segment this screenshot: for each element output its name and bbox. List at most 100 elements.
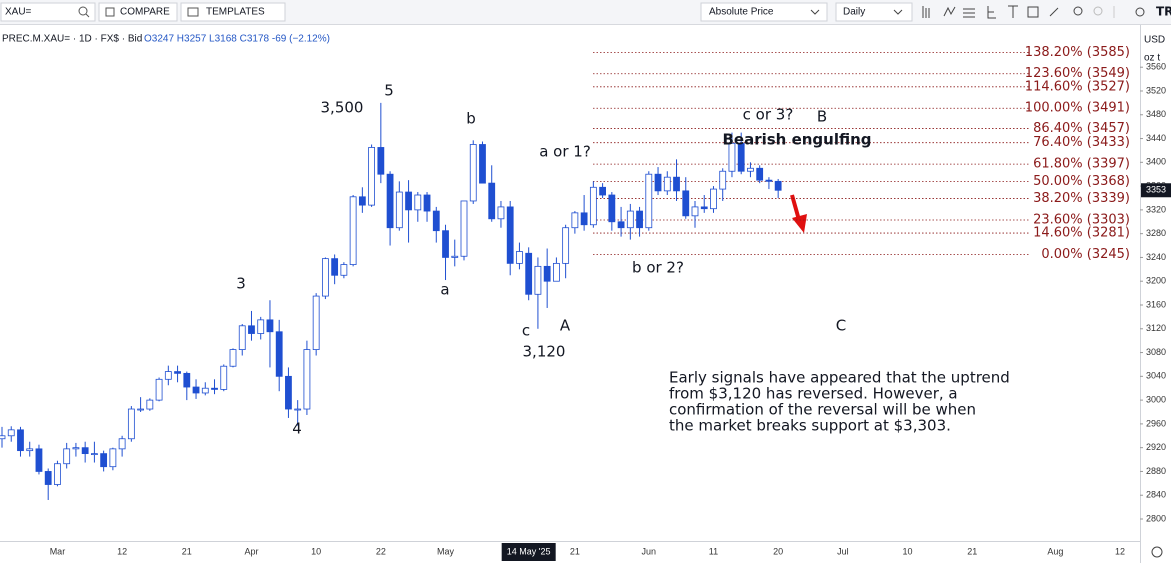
candle-body-down — [432, 210, 440, 232]
candle-body-down — [737, 142, 745, 172]
candle-body-up — [710, 188, 717, 210]
candle-body-up — [109, 448, 117, 468]
wave-annotation: a — [440, 281, 449, 299]
candle-body-down — [358, 196, 366, 206]
x-tick-label: 14 May '25 — [507, 546, 551, 556]
fib-label: 123.60% (3549) — [1025, 66, 1130, 81]
wave-annotation: c or 3? — [743, 106, 794, 124]
last-price-label: 3353 — [1146, 185, 1166, 195]
candle-body-down — [183, 372, 191, 388]
x-tick-label: 22 — [376, 546, 386, 556]
x-tick-label: 21 — [570, 546, 580, 556]
fib-label: 100.00% (3491) — [1025, 101, 1130, 116]
brand-logo: TR — [1156, 5, 1171, 19]
candle-body-up — [294, 408, 302, 411]
candle-body-up — [395, 191, 403, 229]
candle-body-up — [719, 170, 727, 190]
candle-body-down — [423, 194, 431, 212]
y-tick-label: 3200 — [1146, 276, 1166, 286]
candle-body-up — [626, 210, 634, 229]
wave-annotation: 5 — [384, 82, 394, 100]
fib-label: 38.20% (3339) — [1033, 191, 1130, 206]
x-tick-label: Jul — [837, 546, 849, 556]
price-mode-label[interactable]: Absolute Price — [709, 7, 774, 18]
wave-annotation: Bearish engulfing — [722, 131, 871, 149]
wave-annotation: a or 1? — [539, 143, 591, 161]
wave-annotation: 3 — [236, 275, 246, 293]
x-tick-label: 12 — [1115, 546, 1125, 556]
candle-body-down — [479, 144, 486, 184]
y-tick-label: 2840 — [1146, 490, 1166, 500]
compare-label[interactable]: COMPARE — [120, 7, 170, 18]
candle-body-up — [728, 142, 736, 172]
wave-annotation: A — [560, 317, 571, 335]
candle-body-up — [127, 408, 135, 440]
candle-body-up — [257, 319, 265, 334]
candle-body-down — [774, 180, 782, 191]
fib-label: 114.60% (3527) — [1025, 79, 1130, 94]
candle-body-up — [460, 200, 468, 257]
compare-button[interactable] — [98, 2, 178, 22]
candle-body-down — [442, 230, 449, 258]
interval-dropdown[interactable] — [835, 2, 913, 22]
legend-symbol: PREC.M.XAU= · 1D · FX$ · Bid — [2, 34, 142, 45]
tool-icons[interactable] — [922, 5, 1145, 19]
x-tick-label: Jun — [642, 546, 657, 556]
candle-body-up — [155, 378, 163, 401]
last-price-box — [1141, 183, 1171, 198]
candle-body-up — [645, 173, 653, 229]
templates-icon — [187, 7, 199, 17]
candle-body-down — [543, 265, 551, 282]
candle-body-down — [266, 319, 274, 333]
symbol-input[interactable]: XAU= — [5, 7, 32, 18]
candle-body-up — [229, 349, 237, 367]
fib-label: 76.40% (3433) — [1033, 135, 1130, 150]
candle-body-down — [192, 386, 200, 394]
candle-body-down — [673, 176, 680, 192]
candle-body-down — [285, 375, 292, 410]
candle-body-down — [386, 173, 394, 229]
dropdown-arrow — [810, 9, 820, 15]
search-icon[interactable] — [78, 6, 88, 16]
y-tick-label: 2960 — [1146, 418, 1166, 428]
candle-body-down — [700, 206, 708, 210]
fib-label: 23.60% (3303) — [1033, 212, 1130, 227]
templates-button[interactable] — [180, 2, 286, 22]
candle-body-up — [691, 206, 699, 217]
symbol-box[interactable] — [0, 2, 96, 22]
candle-body-up — [0, 435, 6, 440]
candle-body-up — [220, 365, 228, 390]
candle-body-down — [44, 471, 52, 485]
candle-body-down — [331, 258, 339, 276]
fib-label: 86.40% (3457) — [1033, 121, 1130, 136]
candle-body-down — [248, 325, 255, 334]
candle-body-down — [608, 194, 616, 223]
compare-icon — [105, 7, 115, 17]
candle-body-up — [312, 295, 320, 350]
candle-body-up — [571, 212, 579, 229]
y-tick-label: 3240 — [1146, 252, 1166, 262]
candle-body-up — [451, 255, 459, 258]
candle-body-down — [580, 212, 588, 226]
candle-body-down — [275, 331, 283, 377]
candle-body-up — [164, 371, 172, 380]
x-tick-label: 10 — [903, 546, 913, 556]
unit-label[interactable]: oz t — [1144, 53, 1160, 64]
x-tick-label: 10 — [311, 546, 321, 556]
candle-body-up — [553, 262, 560, 282]
settings-icon[interactable] — [1151, 546, 1163, 558]
interval-label[interactable]: Daily — [843, 7, 865, 18]
crosshair-date-box — [501, 543, 556, 561]
currency-label[interactable]: USD — [1144, 35, 1165, 46]
x-tick-label: Apr — [244, 546, 258, 556]
candle-body-up — [72, 447, 80, 450]
candle-body-down — [174, 371, 181, 374]
price-mode-dropdown[interactable] — [700, 2, 828, 22]
commentary-line: from $3,120 has reversed. However, a — [669, 385, 958, 403]
templates-label[interactable]: TEMPLATES — [206, 7, 265, 18]
y-tick-label: 3440 — [1146, 133, 1166, 143]
y-tick-label: 3120 — [1146, 323, 1166, 333]
candle-body-up — [26, 448, 34, 452]
y-tick-label: 3160 — [1146, 299, 1166, 309]
